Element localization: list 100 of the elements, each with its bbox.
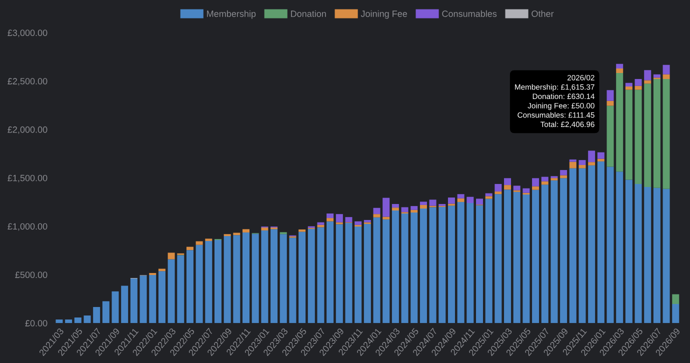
bar: [392, 208, 399, 210]
bar: [662, 64, 670, 74]
bar: [373, 208, 380, 214]
y-tick-label: £1,500.00: [8, 174, 48, 182]
bar: [233, 235, 240, 324]
bar: [401, 213, 408, 324]
bar: [504, 190, 512, 324]
bar: [93, 307, 100, 324]
bar: [662, 188, 670, 324]
y-tick-label: £1,000.00: [8, 223, 48, 231]
bar: [186, 250, 194, 324]
bar: [280, 234, 287, 324]
bar: [606, 90, 614, 101]
bar: [420, 204, 427, 209]
bar: [420, 202, 427, 205]
bar: [74, 318, 82, 324]
bar: [513, 186, 520, 190]
bar: [401, 207, 408, 212]
bar: [616, 73, 624, 172]
bar: [578, 164, 586, 168]
bar: [625, 82, 632, 86]
bar: [336, 214, 343, 222]
bar: [644, 84, 652, 187]
bar: [177, 255, 184, 324]
bar: [532, 186, 540, 190]
bar: [606, 106, 614, 167]
y-tick-label: £2,500.00: [8, 78, 48, 86]
bar: [606, 100, 614, 106]
bar: [653, 188, 660, 324]
bar: [261, 228, 268, 230]
bar: [644, 70, 652, 80]
bar: [494, 184, 502, 192]
bar: [392, 210, 399, 324]
y-tick-label: £500.00: [15, 272, 48, 278]
legend-label: Consumables: [442, 10, 497, 17]
legend-label: Donation: [291, 10, 326, 17]
bar: [261, 230, 268, 324]
bar: [504, 178, 512, 186]
bar: [56, 319, 63, 324]
bar: [364, 224, 371, 324]
bar: [634, 184, 642, 324]
bar: [345, 222, 352, 324]
bar: [569, 159, 576, 162]
bar: [616, 64, 624, 68]
bar: [457, 194, 464, 198]
bar: [550, 180, 558, 324]
bar: [476, 205, 483, 324]
bar: [298, 229, 306, 232]
bar: [429, 200, 436, 206]
bar: [457, 202, 464, 324]
bar: [382, 219, 390, 324]
bar: [242, 232, 250, 324]
bar: [485, 198, 492, 324]
bar: [569, 168, 576, 324]
bar: [420, 208, 427, 324]
bar: [560, 178, 568, 324]
bar: [653, 74, 660, 78]
bar: [410, 210, 418, 213]
bar: [298, 232, 306, 324]
bar: [373, 217, 380, 324]
bar: [634, 78, 642, 86]
bar: [326, 221, 334, 324]
bar: [466, 196, 474, 204]
bar: [588, 165, 596, 324]
y-tick-label: £3,000.00: [8, 30, 48, 38]
bar: [410, 206, 418, 210]
bar: [616, 172, 624, 324]
bar: [354, 226, 362, 324]
bar: [345, 217, 352, 222]
bar: [429, 207, 436, 324]
bar: [578, 160, 586, 165]
bar: [494, 192, 502, 194]
bar: [513, 192, 520, 324]
bar: [382, 216, 390, 220]
bar: [625, 180, 632, 324]
bar: [634, 86, 642, 90]
legend-label: Membership: [207, 10, 256, 19]
bar: [476, 198, 483, 205]
bar: [569, 162, 576, 168]
bar: [438, 206, 446, 324]
bar: [672, 304, 680, 324]
bar: [588, 150, 596, 162]
bar: [289, 238, 296, 324]
bar: [410, 212, 418, 324]
bar: [252, 234, 259, 324]
bar: [578, 168, 586, 324]
bar: [336, 224, 343, 324]
bar: [112, 291, 119, 324]
bar: [149, 274, 156, 324]
bar: [662, 74, 670, 79]
y-tick-label: £0.00: [25, 320, 48, 326]
bar: [326, 218, 334, 222]
bar: [214, 240, 222, 324]
bar: [457, 198, 464, 202]
bar: [317, 222, 324, 225]
bar: [205, 240, 212, 324]
bar: [672, 294, 680, 304]
bar: [485, 196, 492, 199]
bar: [140, 276, 147, 324]
bar: [224, 236, 231, 324]
